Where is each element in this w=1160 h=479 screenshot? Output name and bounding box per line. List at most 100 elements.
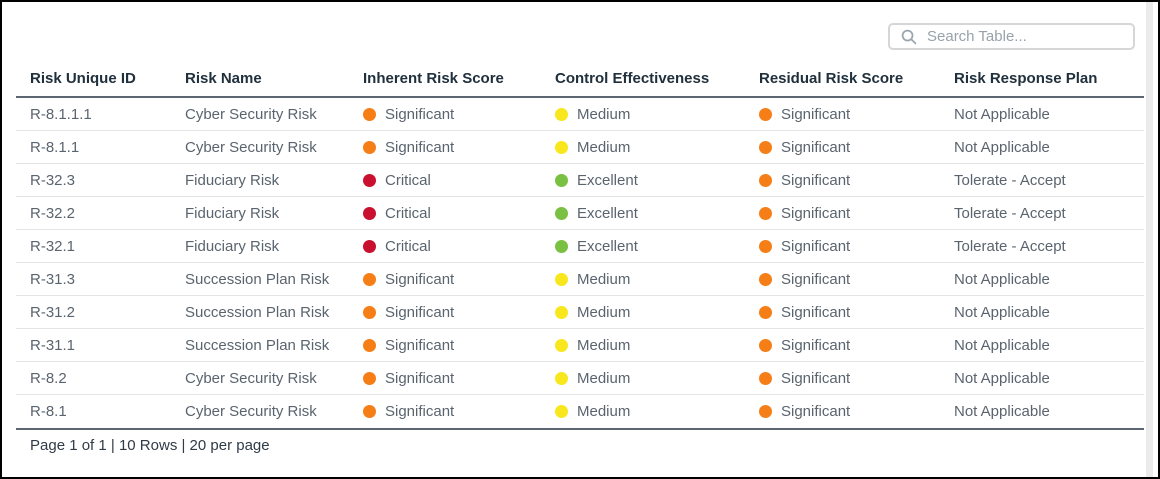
residual-risk-score-label: Significant	[781, 303, 851, 321]
inherent-risk-score-cell: Significant	[363, 304, 555, 321]
inherent-risk-score-label: Critical	[385, 204, 431, 222]
risk-response-plan-cell: Not Applicable	[954, 105, 1050, 123]
residual-risk-score-label: Significant	[781, 336, 851, 354]
control-effectiveness-label: Medium	[577, 403, 631, 420]
residual-risk-score-cell: Significant	[759, 403, 954, 420]
status-dot-icon	[759, 173, 772, 187]
residual-risk-score-label: Significant	[781, 105, 851, 123]
column-header-risk-response-plan[interactable]: Risk Response Plan	[954, 69, 1098, 87]
status-dot-icon	[555, 305, 568, 319]
control-effectiveness-label: Medium	[577, 270, 631, 288]
table-row[interactable]: R-32.1 Fiduciary Risk Critical Excellent…	[16, 230, 1144, 263]
table-body: R-8.1.1.1 Cyber Security Risk Significan…	[16, 98, 1144, 428]
control-effectiveness-label: Excellent	[577, 237, 638, 255]
residual-risk-score-cell: Significant	[759, 238, 954, 255]
risk-name-cell: Fiduciary Risk	[185, 237, 280, 255]
pagination-footer: Page 1 of 1 | 10 Rows | 20 per page	[16, 428, 1144, 460]
status-dot-icon	[555, 140, 568, 154]
status-dot-icon	[363, 371, 376, 385]
control-effectiveness-label: Medium	[577, 303, 631, 321]
table-row[interactable]: R-8.1.1 Cyber Security Risk Significant …	[16, 131, 1144, 164]
search-icon	[901, 29, 917, 44]
risk-response-plan-cell: Tolerate - Accept	[954, 204, 1066, 222]
table-search[interactable]	[888, 23, 1135, 50]
residual-risk-score-cell: Significant	[759, 337, 954, 354]
risk-name-cell: Cyber Security Risk	[185, 403, 317, 420]
inherent-risk-score-cell: Critical	[363, 238, 555, 255]
residual-risk-score-cell: Significant	[759, 172, 954, 189]
vertical-scrollbar[interactable]	[1146, 2, 1153, 477]
risk-unique-id-cell: R-31.2	[30, 303, 76, 321]
column-header-risk-unique-id[interactable]: Risk Unique ID	[30, 69, 136, 87]
control-effectiveness-cell: Medium	[555, 106, 759, 123]
search-input[interactable]	[927, 28, 1134, 45]
table-row[interactable]: R-32.3 Fiduciary Risk Critical Excellent…	[16, 164, 1144, 197]
table-row[interactable]: R-8.1 Cyber Security Risk Significant Me…	[16, 395, 1144, 428]
control-effectiveness-cell: Excellent	[555, 238, 759, 255]
risk-name-cell: Fiduciary Risk	[185, 204, 280, 222]
inherent-risk-score-cell: Significant	[363, 337, 555, 354]
control-effectiveness-label: Medium	[577, 369, 631, 387]
status-dot-icon	[363, 305, 376, 319]
pagination-summary: Page 1 of 1 | 10 Rows | 20 per page	[30, 436, 270, 454]
risk-unique-id-cell: R-32.1	[30, 237, 76, 255]
control-effectiveness-cell: Excellent	[555, 205, 759, 222]
residual-risk-score-cell: Significant	[759, 304, 954, 321]
inherent-risk-score-label: Significant	[385, 303, 455, 321]
control-effectiveness-label: Excellent	[577, 171, 638, 189]
status-dot-icon	[555, 338, 568, 352]
risk-response-plan-cell: Not Applicable	[954, 138, 1050, 156]
status-dot-icon	[759, 206, 772, 220]
status-dot-icon	[363, 107, 376, 121]
inherent-risk-score-label: Significant	[385, 270, 455, 288]
residual-risk-score-label: Significant	[781, 403, 851, 420]
risk-unique-id-cell: R-32.3	[30, 171, 76, 189]
risk-response-plan-cell: Tolerate - Accept	[954, 237, 1066, 255]
risk-unique-id-cell: R-31.3	[30, 270, 76, 288]
table-row[interactable]: R-31.1 Succession Plan Risk Significant …	[16, 329, 1144, 362]
table-row[interactable]: R-31.2 Succession Plan Risk Significant …	[16, 296, 1144, 329]
risk-unique-id-cell: R-8.2	[30, 369, 67, 387]
risk-unique-id-cell: R-32.2	[30, 204, 76, 222]
table-row[interactable]: R-8.2 Cyber Security Risk Significant Me…	[16, 362, 1144, 395]
control-effectiveness-label: Medium	[577, 105, 631, 123]
risk-name-cell: Cyber Security Risk	[185, 138, 317, 156]
inherent-risk-score-label: Significant	[385, 336, 455, 354]
inherent-risk-score-cell: Significant	[363, 370, 555, 387]
risk-name-cell: Cyber Security Risk	[185, 105, 317, 123]
inherent-risk-score-label: Critical	[385, 171, 431, 189]
inherent-risk-score-label: Critical	[385, 237, 431, 255]
status-dot-icon	[363, 338, 376, 352]
inherent-risk-score-cell: Significant	[363, 403, 555, 420]
column-header-control-effectiveness[interactable]: Control Effectiveness	[555, 69, 710, 87]
inherent-risk-score-cell: Critical	[363, 205, 555, 222]
table-header-row: Risk Unique ID Risk Name Inherent Risk S…	[16, 60, 1144, 98]
control-effectiveness-label: Excellent	[577, 204, 638, 222]
status-dot-icon	[363, 405, 376, 418]
status-dot-icon	[363, 272, 376, 286]
risk-name-cell: Fiduciary Risk	[185, 171, 280, 189]
status-dot-icon	[759, 371, 772, 385]
inherent-risk-score-cell: Significant	[363, 139, 555, 156]
risk-unique-id-cell: R-31.1	[30, 336, 76, 354]
risk-name-cell: Succession Plan Risk	[185, 270, 330, 288]
column-header-risk-name[interactable]: Risk Name	[185, 69, 262, 87]
inherent-risk-score-label: Significant	[385, 105, 455, 123]
status-dot-icon	[759, 338, 772, 352]
residual-risk-score-label: Significant	[781, 204, 851, 222]
risk-response-plan-cell: Not Applicable	[954, 270, 1050, 288]
residual-risk-score-cell: Significant	[759, 139, 954, 156]
control-effectiveness-cell: Medium	[555, 337, 759, 354]
table-row[interactable]: R-31.3 Succession Plan Risk Significant …	[16, 263, 1144, 296]
status-dot-icon	[759, 272, 772, 286]
status-dot-icon	[759, 107, 772, 121]
table-row[interactable]: R-8.1.1.1 Cyber Security Risk Significan…	[16, 98, 1144, 131]
residual-risk-score-label: Significant	[781, 171, 851, 189]
column-header-inherent-risk-score[interactable]: Inherent Risk Score	[363, 69, 504, 87]
risk-response-plan-cell: Not Applicable	[954, 303, 1050, 321]
residual-risk-score-cell: Significant	[759, 106, 954, 123]
inherent-risk-score-label: Significant	[385, 369, 455, 387]
column-header-residual-risk-score[interactable]: Residual Risk Score	[759, 69, 904, 87]
table-row[interactable]: R-32.2 Fiduciary Risk Critical Excellent…	[16, 197, 1144, 230]
